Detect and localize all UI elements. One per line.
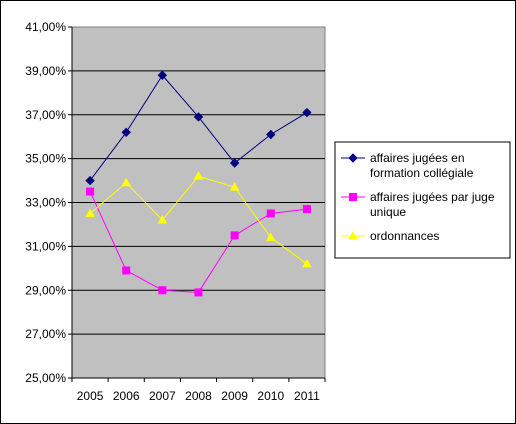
legend-label: formation collégiale — [370, 166, 474, 180]
legend-marker — [348, 153, 358, 163]
data-point — [265, 232, 276, 242]
x-tick-label: 2006 — [113, 389, 140, 403]
series-3 — [85, 171, 312, 268]
y-axis-tick-labels: 25,00% 27,00% 29,00% 31,00% 33,00% 35,00% 37,0… — [25, 20, 66, 385]
data-point — [266, 129, 276, 140]
legend-marker — [348, 230, 358, 240]
data-point — [193, 171, 204, 180]
data-point — [302, 107, 312, 118]
data-point — [302, 205, 311, 214]
y-tick-label: 41,00% — [25, 20, 66, 34]
data-point — [230, 231, 239, 240]
legend-label: affaires jugées par juge — [370, 190, 495, 204]
x-tick-label: 2011 — [294, 389, 320, 403]
data-point — [194, 288, 203, 297]
data-point — [85, 175, 95, 186]
data-point — [229, 158, 240, 168]
x-tick-label: 2008 — [185, 389, 212, 403]
axes — [68, 26, 326, 382]
legend-entry-3: ordonnances — [341, 229, 439, 243]
data-point — [85, 208, 95, 217]
data-point — [157, 70, 168, 80]
data-point — [122, 266, 131, 275]
x-axis-tick-labels: 2005 2006 2007 2008 2009 2010 2011 — [77, 389, 320, 403]
data-point — [121, 177, 132, 187]
series-2 — [86, 187, 311, 297]
legend-box — [334, 141, 511, 259]
legend-label: unique — [370, 205, 406, 219]
y-tick-label: 27,00% — [25, 327, 66, 341]
data-point — [302, 258, 312, 268]
x-tick-label: 2010 — [257, 389, 284, 403]
data-point — [121, 127, 131, 138]
legend-marker — [349, 193, 357, 201]
legend-label: affaires jugées en — [370, 151, 465, 165]
legend-label: ordonnances — [370, 229, 439, 243]
series-1 — [85, 70, 312, 186]
y-tick-label: 29,00% — [25, 283, 66, 297]
data-point — [157, 215, 168, 224]
data-point — [193, 112, 204, 122]
data-point — [229, 182, 240, 191]
y-tick-label: 25,00% — [25, 371, 66, 385]
y-tick-label: 31,00% — [25, 239, 66, 253]
y-tick-label: 37,00% — [25, 108, 66, 122]
data-point — [86, 187, 95, 196]
y-tick-label: 39,00% — [25, 64, 66, 78]
x-tick-label: 2005 — [77, 389, 104, 403]
x-tick-label: 2007 — [149, 389, 176, 403]
data-point — [266, 209, 275, 218]
y-tick-label: 35,00% — [25, 152, 66, 166]
x-tick-label: 2009 — [221, 389, 248, 403]
series-group — [85, 70, 312, 297]
y-tick-label: 33,00% — [25, 196, 66, 210]
data-point — [158, 286, 167, 295]
